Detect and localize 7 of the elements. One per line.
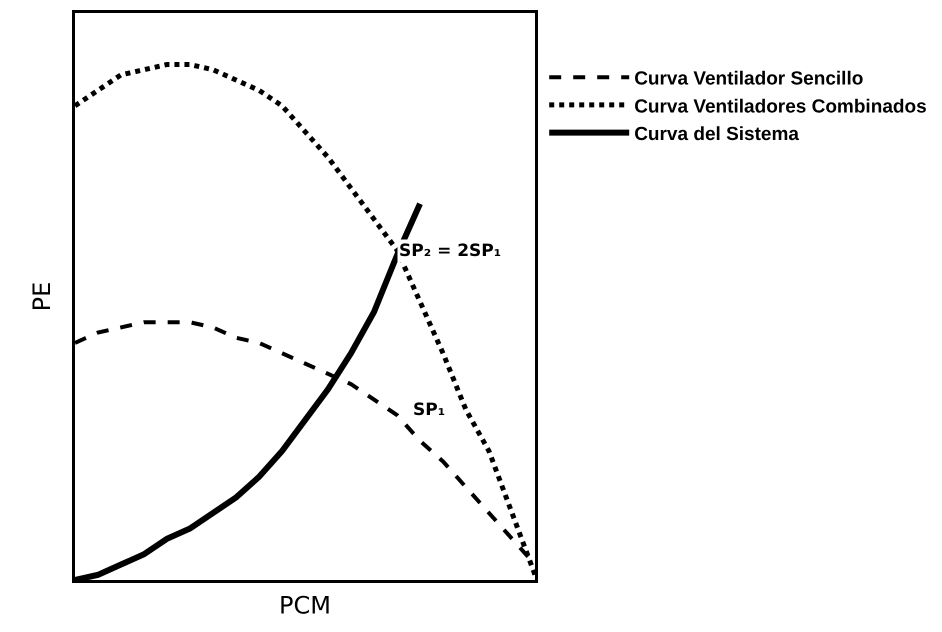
- y-axis-title: PE: [28, 282, 56, 312]
- x-axis-title: PCM: [279, 591, 331, 620]
- legend-label: Curva Ventilador Sencillo: [634, 68, 864, 90]
- legend-label: Curva Ventiladores Combinados: [634, 96, 927, 118]
- annotation: SP₂ = 2SP₁: [399, 241, 502, 261]
- annotation: SP₁: [413, 400, 446, 420]
- legend-label: Curva del Sistema: [634, 124, 800, 146]
